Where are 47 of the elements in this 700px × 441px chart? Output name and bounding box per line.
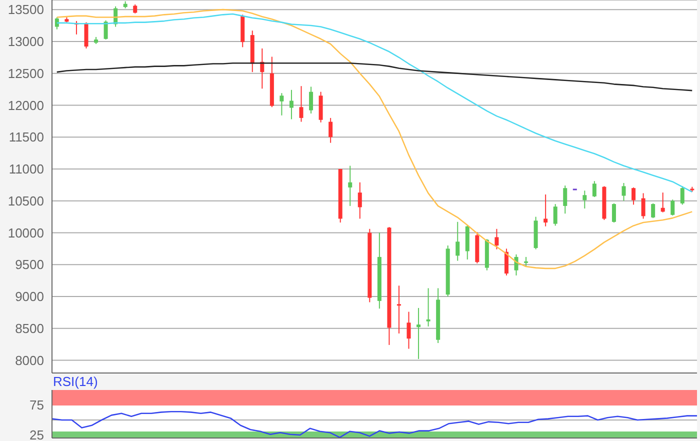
candlestick bbox=[406, 311, 411, 350]
y-tick-label: 9000 bbox=[15, 289, 44, 304]
candlestick bbox=[396, 285, 401, 334]
candlestick bbox=[104, 20, 108, 40]
y-tick-label: 8500 bbox=[15, 320, 44, 336]
candlestick bbox=[348, 165, 352, 206]
y-tick-label: 12500 bbox=[8, 66, 44, 81]
candlestick bbox=[426, 288, 430, 327]
candlestick bbox=[84, 22, 88, 49]
y-tick-label: 12000 bbox=[8, 98, 44, 113]
candlestick bbox=[504, 248, 508, 276]
candlestick bbox=[456, 221, 460, 262]
candlestick bbox=[358, 182, 362, 220]
y-tick-label: 10500 bbox=[8, 193, 44, 208]
candlestick bbox=[309, 86, 314, 114]
candlestick bbox=[651, 202, 656, 219]
candlestick bbox=[299, 86, 304, 122]
candlestick bbox=[622, 182, 626, 202]
y-tick-label: 8000 bbox=[15, 352, 44, 368]
candlestick bbox=[280, 92, 284, 116]
y-tick-label: 9500 bbox=[15, 257, 44, 272]
y-tick-label: 11000 bbox=[8, 162, 44, 177]
candlestick bbox=[54, 16, 59, 30]
candlestick bbox=[670, 199, 675, 216]
candlestick bbox=[582, 190, 587, 209]
candlestick bbox=[592, 180, 596, 198]
candlestick bbox=[416, 307, 421, 360]
y-tick-label: 10000 bbox=[8, 225, 44, 240]
candlestick bbox=[632, 186, 636, 206]
candlestick bbox=[612, 202, 616, 224]
candlestick bbox=[544, 194, 548, 227]
candlestick bbox=[563, 185, 568, 214]
candlestick bbox=[289, 89, 294, 120]
y-tick-label: 13000 bbox=[8, 34, 44, 50]
chart-title: RSI(14) bbox=[53, 374, 98, 389]
candlestick bbox=[641, 192, 646, 220]
y-tick-label: 13500 bbox=[8, 2, 44, 18]
y-tick-label: 11500 bbox=[8, 130, 44, 145]
candlestick bbox=[494, 228, 499, 250]
candlestick bbox=[328, 117, 333, 144]
candlestick bbox=[660, 192, 665, 213]
candlestick bbox=[524, 256, 528, 268]
line-series bbox=[56, 62, 693, 92]
y-tick-label: 75 bbox=[30, 398, 44, 413]
candlestick bbox=[553, 204, 558, 226]
candlestick bbox=[680, 186, 684, 206]
y-tick-label: 25 bbox=[30, 428, 44, 441]
